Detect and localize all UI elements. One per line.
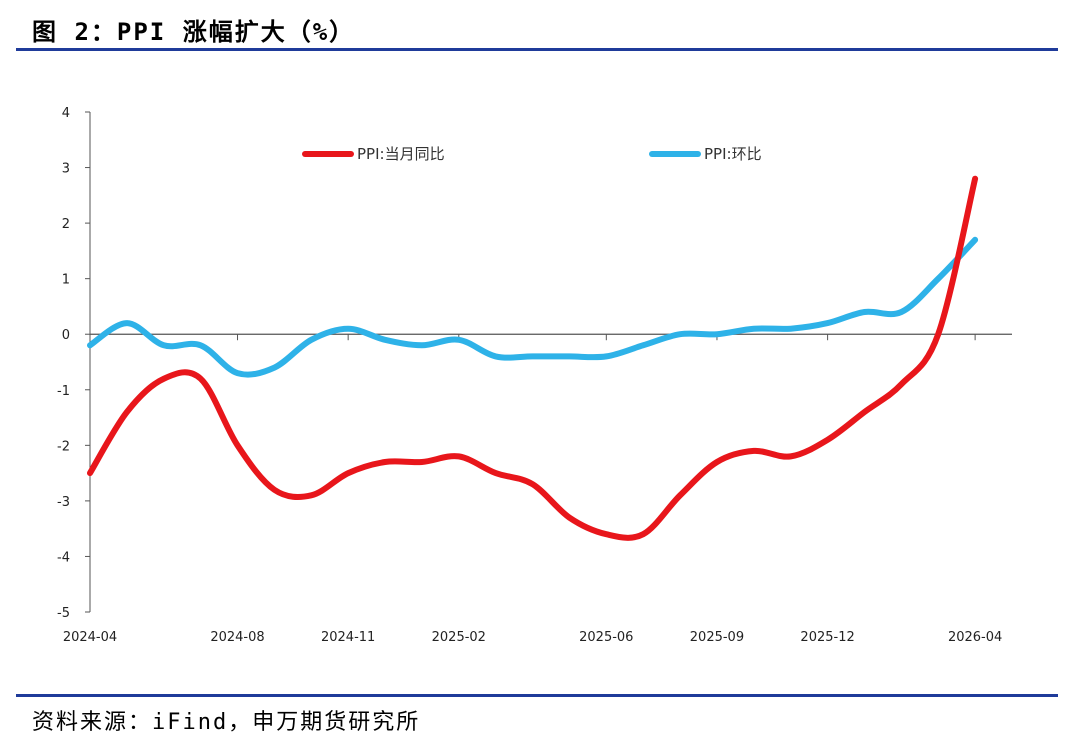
x-tick-label: 2025-09 (690, 630, 744, 645)
x-tick-label: 2025-02 (432, 630, 486, 645)
line-chart: 4 3 2 1 0 -1 -2 -3 -4 -5 2024-04 2024-08 2024-11 2025… (57, 106, 1012, 645)
y-tick-label: 2 (62, 217, 70, 232)
chart-series (87, 175, 979, 541)
y-tick-label: 4 (62, 106, 70, 121)
footer-divider (16, 694, 1058, 697)
source-note: 资料来源：iFind，申万期货研究所 (32, 710, 421, 735)
y-tick-label: 0 (62, 328, 70, 343)
y-tick-label: -4 (57, 550, 70, 565)
y-tick-label: 3 (62, 162, 70, 177)
y-tick-label: -2 (57, 439, 70, 454)
chart-legend: PPI:当月同比 PPI:环比 (302, 145, 762, 163)
x-tick-label: 2024-08 (210, 630, 264, 645)
y-tick-label: -5 (57, 606, 70, 621)
page-title: 图 2：PPI 涨幅扩大（%） (32, 18, 356, 46)
x-tick-label: 2024-11 (321, 630, 375, 645)
x-tick-label: 2024-04 (63, 630, 117, 645)
series-line-ppi-mom (87, 236, 979, 378)
legend-label: PPI:环比 (704, 145, 762, 163)
y-tick-label: 1 (62, 273, 70, 288)
x-tick-label: 2025-12 (800, 630, 854, 645)
title-divider (16, 48, 1058, 51)
y-tick-label: -1 (57, 384, 70, 399)
y-tick-label: -3 (57, 495, 70, 510)
x-tick-label: 2025-06 (579, 630, 633, 645)
x-tick-label: 2026-04 (948, 630, 1002, 645)
series-line-ppi-yoy (87, 175, 979, 541)
legend-label: PPI:当月同比 (357, 145, 445, 163)
chart-axes: 4 3 2 1 0 -1 -2 -3 -4 -5 2024-04 2024-08 2024-11 2025… (57, 106, 1012, 645)
